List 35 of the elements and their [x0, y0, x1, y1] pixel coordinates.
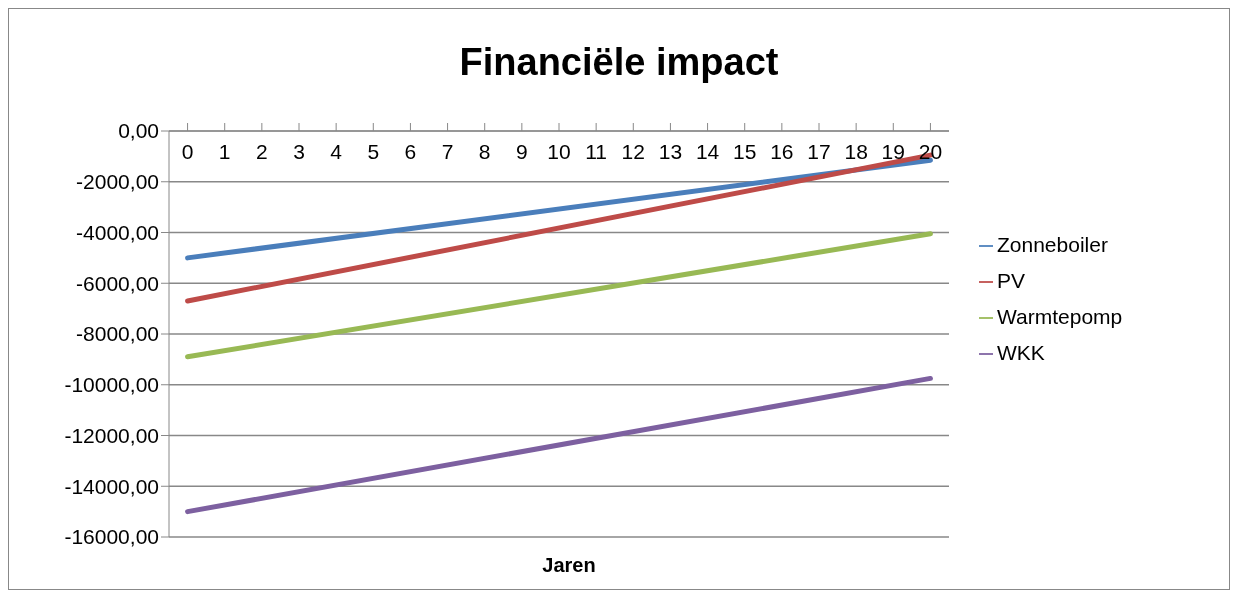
y-tick-label: 0,00	[118, 119, 159, 143]
x-tick-label: 14	[695, 140, 720, 163]
legend-label: Warmtepomp	[997, 305, 1123, 328]
x-tick-label: 15	[733, 140, 757, 163]
x-axis-title: Jaren	[541, 554, 597, 577]
y-tick-label: -4000,00	[76, 220, 159, 244]
x-tick-label: 13	[658, 140, 683, 163]
x-tick-label: 4	[330, 140, 343, 163]
x-tick-label: 17	[807, 140, 831, 163]
x-tick-label: 1	[218, 140, 231, 163]
legend-label: Zonneboiler	[997, 233, 1108, 256]
legend-label: PV	[997, 269, 1026, 292]
x-tick-label: 0	[181, 140, 194, 163]
y-tick-label: -8000,00	[76, 322, 159, 346]
x-tick-label: 19	[881, 140, 905, 163]
y-tick-label: -10000,00	[64, 373, 159, 397]
y-tick-label: -14000,00	[64, 474, 159, 498]
x-tick-label: 2	[256, 140, 268, 163]
x-tick-label: 7	[441, 140, 454, 163]
y-tick-label: -2000,00	[76, 170, 159, 194]
x-tick-label: 5	[367, 140, 380, 163]
x-tick-label: 10	[547, 140, 571, 163]
x-tick-label: 9	[516, 140, 528, 163]
x-tick-label: 6	[404, 140, 417, 163]
x-tick-label: 11	[585, 140, 608, 163]
y-tick-label: -6000,00	[76, 271, 159, 295]
y-tick-label: -12000,00	[64, 423, 159, 447]
legend-label: WKK	[997, 341, 1045, 364]
x-tick-label: 3	[293, 140, 305, 163]
x-tick-label: 8	[478, 140, 491, 163]
x-tick-label: 16	[770, 140, 794, 163]
x-tick-label: 12	[621, 140, 645, 163]
y-tick-label: -16000,00	[64, 525, 159, 549]
chart-title: Financiële impact	[458, 41, 780, 84]
x-tick-label: 18	[844, 140, 868, 163]
